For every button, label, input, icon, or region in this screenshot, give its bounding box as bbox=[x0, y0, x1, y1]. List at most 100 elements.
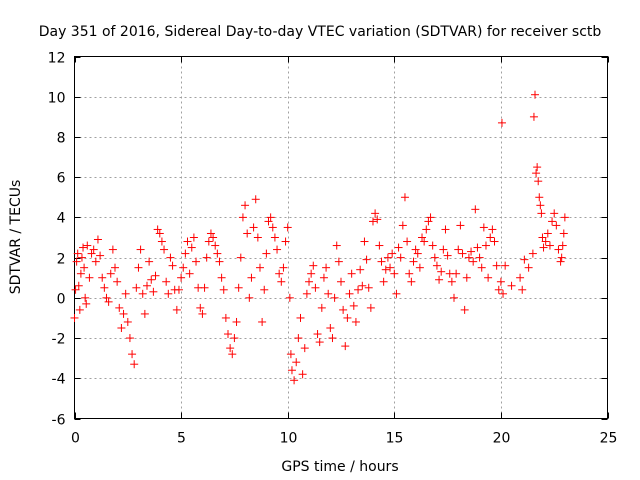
data-point bbox=[96, 251, 105, 260]
data-point bbox=[75, 305, 84, 314]
data-point bbox=[557, 253, 566, 262]
data-point bbox=[72, 257, 81, 266]
data-point bbox=[277, 277, 286, 286]
data-point bbox=[281, 237, 290, 246]
x-tick-label: 0 bbox=[71, 431, 80, 447]
data-point bbox=[145, 257, 154, 266]
data-point bbox=[307, 269, 316, 278]
plot-frame bbox=[74, 56, 608, 419]
data-point bbox=[334, 257, 343, 266]
data-point bbox=[543, 229, 552, 238]
data-point bbox=[432, 261, 441, 270]
data-point bbox=[155, 229, 164, 238]
data-point bbox=[426, 213, 435, 222]
data-point bbox=[140, 309, 149, 318]
data-point bbox=[206, 229, 215, 238]
data-point bbox=[490, 237, 499, 246]
data-point bbox=[332, 241, 341, 250]
data-point bbox=[492, 261, 501, 270]
data-point bbox=[138, 289, 147, 298]
data-point bbox=[516, 273, 525, 282]
data-point bbox=[211, 241, 220, 250]
data-point bbox=[234, 283, 243, 292]
data-point bbox=[422, 225, 431, 234]
data-point bbox=[243, 229, 252, 238]
data-point bbox=[130, 360, 139, 369]
data-point bbox=[539, 243, 548, 252]
data-point bbox=[134, 263, 143, 272]
x-tick-label: 20 bbox=[493, 431, 511, 447]
data-point bbox=[230, 334, 239, 343]
data-point bbox=[311, 283, 320, 292]
data-point bbox=[518, 285, 527, 294]
data-point bbox=[153, 225, 162, 234]
data-point bbox=[224, 330, 233, 339]
data-point bbox=[309, 261, 318, 270]
data-point bbox=[232, 317, 241, 326]
data-point bbox=[458, 249, 467, 258]
data-point bbox=[317, 303, 326, 312]
y-tick-label: 2 bbox=[57, 252, 66, 268]
data-point bbox=[428, 241, 437, 250]
data-point bbox=[443, 251, 452, 260]
data-point bbox=[550, 209, 559, 218]
chart-title: Day 351 of 2016, Sidereal Day-to-day VTE… bbox=[39, 24, 602, 40]
data-point bbox=[339, 305, 348, 314]
data-point bbox=[73, 249, 82, 258]
data-point bbox=[420, 237, 429, 246]
data-point bbox=[343, 313, 352, 322]
data-point bbox=[290, 376, 299, 385]
data-point bbox=[164, 289, 173, 298]
data-point bbox=[379, 277, 388, 286]
data-point bbox=[413, 249, 422, 258]
data-point bbox=[106, 269, 115, 278]
data-point bbox=[496, 277, 505, 286]
data-point bbox=[545, 241, 554, 250]
data-point bbox=[360, 237, 369, 246]
data-point bbox=[136, 245, 145, 254]
data-point bbox=[219, 285, 228, 294]
data-point bbox=[149, 287, 158, 296]
data-point bbox=[275, 269, 284, 278]
data-point bbox=[70, 313, 79, 322]
data-point bbox=[119, 309, 128, 318]
data-point bbox=[533, 163, 542, 172]
data-point bbox=[392, 289, 401, 298]
data-point bbox=[151, 271, 160, 280]
data-point bbox=[264, 217, 273, 226]
data-point bbox=[554, 245, 563, 254]
data-point bbox=[439, 245, 448, 254]
data-point bbox=[113, 277, 122, 286]
data-point bbox=[228, 350, 237, 359]
data-point bbox=[253, 233, 262, 242]
data-point bbox=[524, 263, 533, 272]
data-point bbox=[481, 241, 490, 250]
data-point bbox=[98, 273, 107, 282]
data-point bbox=[258, 317, 267, 326]
data-point bbox=[471, 205, 480, 214]
data-point bbox=[405, 269, 414, 278]
data-point bbox=[196, 303, 205, 312]
data-point bbox=[467, 247, 476, 256]
data-point bbox=[469, 257, 478, 266]
data-point bbox=[245, 293, 254, 302]
data-point bbox=[108, 245, 117, 254]
data-point bbox=[494, 285, 503, 294]
y-tick-label: 0 bbox=[57, 292, 66, 308]
data-point bbox=[535, 193, 544, 202]
data-point bbox=[324, 289, 333, 298]
grid-lines bbox=[74, 56, 608, 419]
data-point bbox=[142, 281, 151, 290]
data-point bbox=[497, 118, 506, 127]
data-point bbox=[200, 283, 209, 292]
data-point bbox=[80, 263, 89, 272]
data-point bbox=[390, 269, 399, 278]
data-point bbox=[358, 281, 367, 290]
y-tick-label: 10 bbox=[48, 91, 66, 107]
x-tick-label: 15 bbox=[386, 431, 404, 447]
data-point bbox=[100, 283, 109, 292]
data-point bbox=[534, 177, 543, 186]
data-point bbox=[147, 275, 156, 284]
data-point bbox=[125, 334, 134, 343]
